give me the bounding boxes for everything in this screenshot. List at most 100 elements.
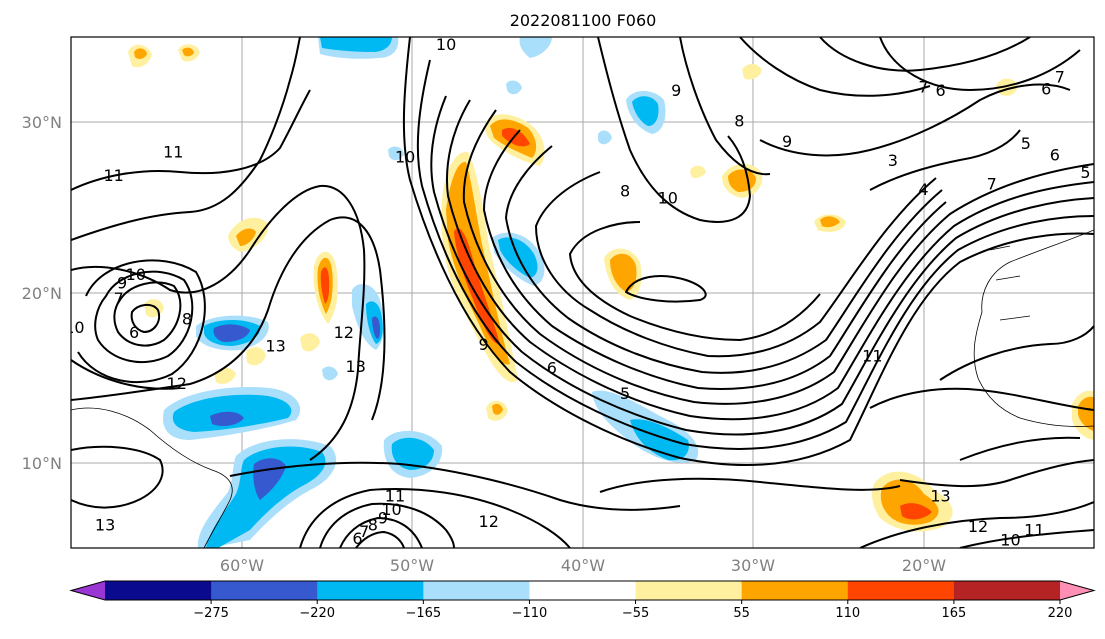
colorbar-tick-label: −220 xyxy=(299,606,335,621)
neg-shade-31n-36w-mid xyxy=(632,96,659,126)
colorbar-tick-label: 165 xyxy=(941,606,966,621)
shade-16n-59w xyxy=(246,347,266,366)
positive-shading xyxy=(128,44,1094,532)
contour-label: 10 xyxy=(1000,531,1020,550)
contour-west-3 xyxy=(71,184,366,461)
shade-34n-65w-mid xyxy=(182,47,194,57)
contour-label: 11 xyxy=(1024,520,1044,539)
contour-label: 11 xyxy=(862,347,882,366)
contour-label: 7 xyxy=(918,78,928,97)
contour-label: 8 xyxy=(620,182,630,201)
contour-label: 13 xyxy=(346,357,366,376)
contour-label: 10 xyxy=(395,147,415,166)
contour-label: 10 xyxy=(381,500,401,519)
contour-jet-8 xyxy=(535,171,937,358)
colorbar-tick-label: 55 xyxy=(733,606,750,621)
colorbar-segment xyxy=(847,581,955,600)
contour-jet-3 xyxy=(430,95,1094,436)
jet-core-shade-strong xyxy=(454,228,500,345)
neg-shade-11n-35w-mid xyxy=(630,419,689,461)
coastline-south-america xyxy=(71,407,233,548)
contour-west-1 xyxy=(71,89,311,191)
contour-upper-3 xyxy=(739,37,931,97)
colorbar-segment xyxy=(211,581,318,600)
colorbar-tick-label: −275 xyxy=(193,606,229,621)
contour-label: 9 xyxy=(671,81,681,100)
shade-33n-30w xyxy=(742,64,762,80)
colorbar-segment xyxy=(105,581,212,600)
contour-label: 13 xyxy=(265,337,285,356)
shade-27n-34w xyxy=(690,165,706,179)
contour-upper-5 xyxy=(879,37,1081,91)
contour-low-1 xyxy=(113,281,182,347)
shade-20n-56w-strong xyxy=(320,267,330,304)
contour-label: 12 xyxy=(334,323,354,342)
contour-se-1 xyxy=(899,459,1094,488)
lon-tick-label: 30°W xyxy=(731,556,775,575)
contour-label: 9 xyxy=(117,273,127,292)
contour-label: 13 xyxy=(930,486,950,505)
shade-17n-57w xyxy=(300,333,320,352)
contour-se-3 xyxy=(959,529,1094,548)
lon-tick-label: 60°W xyxy=(220,556,264,575)
contour-upper-1 xyxy=(597,37,751,223)
lat-tick-label: 30°N xyxy=(22,113,62,132)
neg-shade-8n-57w-mid xyxy=(206,446,326,548)
contour-jet-5 xyxy=(462,109,1094,405)
contour-jet-4 xyxy=(445,99,1094,421)
neg-shade-32n-45w xyxy=(506,80,522,95)
contour-low-3 xyxy=(77,259,206,384)
contour-label: 10 xyxy=(658,188,678,207)
jet-core-shade-mid xyxy=(446,161,510,365)
colorbar-extend-high xyxy=(1060,581,1094,600)
shade-22n-38w-mid xyxy=(610,253,637,292)
contour-low-2 xyxy=(94,270,194,363)
contour-west-4 xyxy=(71,216,386,421)
negative-shading xyxy=(163,37,699,548)
contour-label: 10 xyxy=(126,265,146,284)
contour-label: 11 xyxy=(103,166,123,185)
shade-12n-45w-mid xyxy=(492,403,503,415)
contour-label: 5 xyxy=(1080,163,1090,182)
contour-label: 6 xyxy=(935,81,945,100)
colorbar-tick-label: −165 xyxy=(405,606,441,621)
contour-label: 7 xyxy=(359,522,369,541)
colorbar-segment xyxy=(423,581,530,600)
coastlines xyxy=(71,229,1094,548)
neg-shade-28n-53w xyxy=(388,146,404,161)
colorbar-segment xyxy=(953,581,1061,600)
contour-low-5 xyxy=(71,359,181,390)
shade-24n-25w-mid xyxy=(820,216,840,228)
contour-label: 7 xyxy=(1055,67,1065,86)
colorbar-segment xyxy=(741,581,849,600)
contour-sw-1 xyxy=(71,445,164,509)
contour-south-3 xyxy=(319,502,455,548)
neg-shade-top-right xyxy=(519,37,552,58)
contour-label: 9 xyxy=(479,335,489,354)
contour-east-3 xyxy=(959,436,1081,461)
contour-label: 9 xyxy=(378,509,388,528)
contour-label: 7 xyxy=(987,175,997,194)
colorbar-segment xyxy=(635,581,743,600)
contour-label: 8 xyxy=(368,515,378,534)
lat-tick-label: 20°N xyxy=(22,284,62,303)
contour-label: 10 xyxy=(64,318,84,337)
contour-south-6 xyxy=(599,477,901,493)
contour-label: 11 xyxy=(385,486,405,505)
colorbar-segment xyxy=(529,581,637,600)
contour-jet-7 xyxy=(505,145,943,374)
contour-label: 4 xyxy=(918,180,928,199)
coastline-africa xyxy=(973,229,1094,427)
lon-axis: 60°W 50°W 40°W 30°W 20°W xyxy=(220,556,946,575)
contour-label: 12 xyxy=(167,374,187,393)
neg-shade-29n-41w xyxy=(598,130,612,145)
lon-tick-label: 20°W xyxy=(902,556,946,575)
shade-24n-61w-mid xyxy=(236,228,256,246)
neg-shade-top-mid xyxy=(320,37,392,52)
contour-label: 6 xyxy=(1041,79,1051,98)
contour-label: 3 xyxy=(888,151,898,170)
neg-shade-17n-61w-strong xyxy=(213,324,250,342)
